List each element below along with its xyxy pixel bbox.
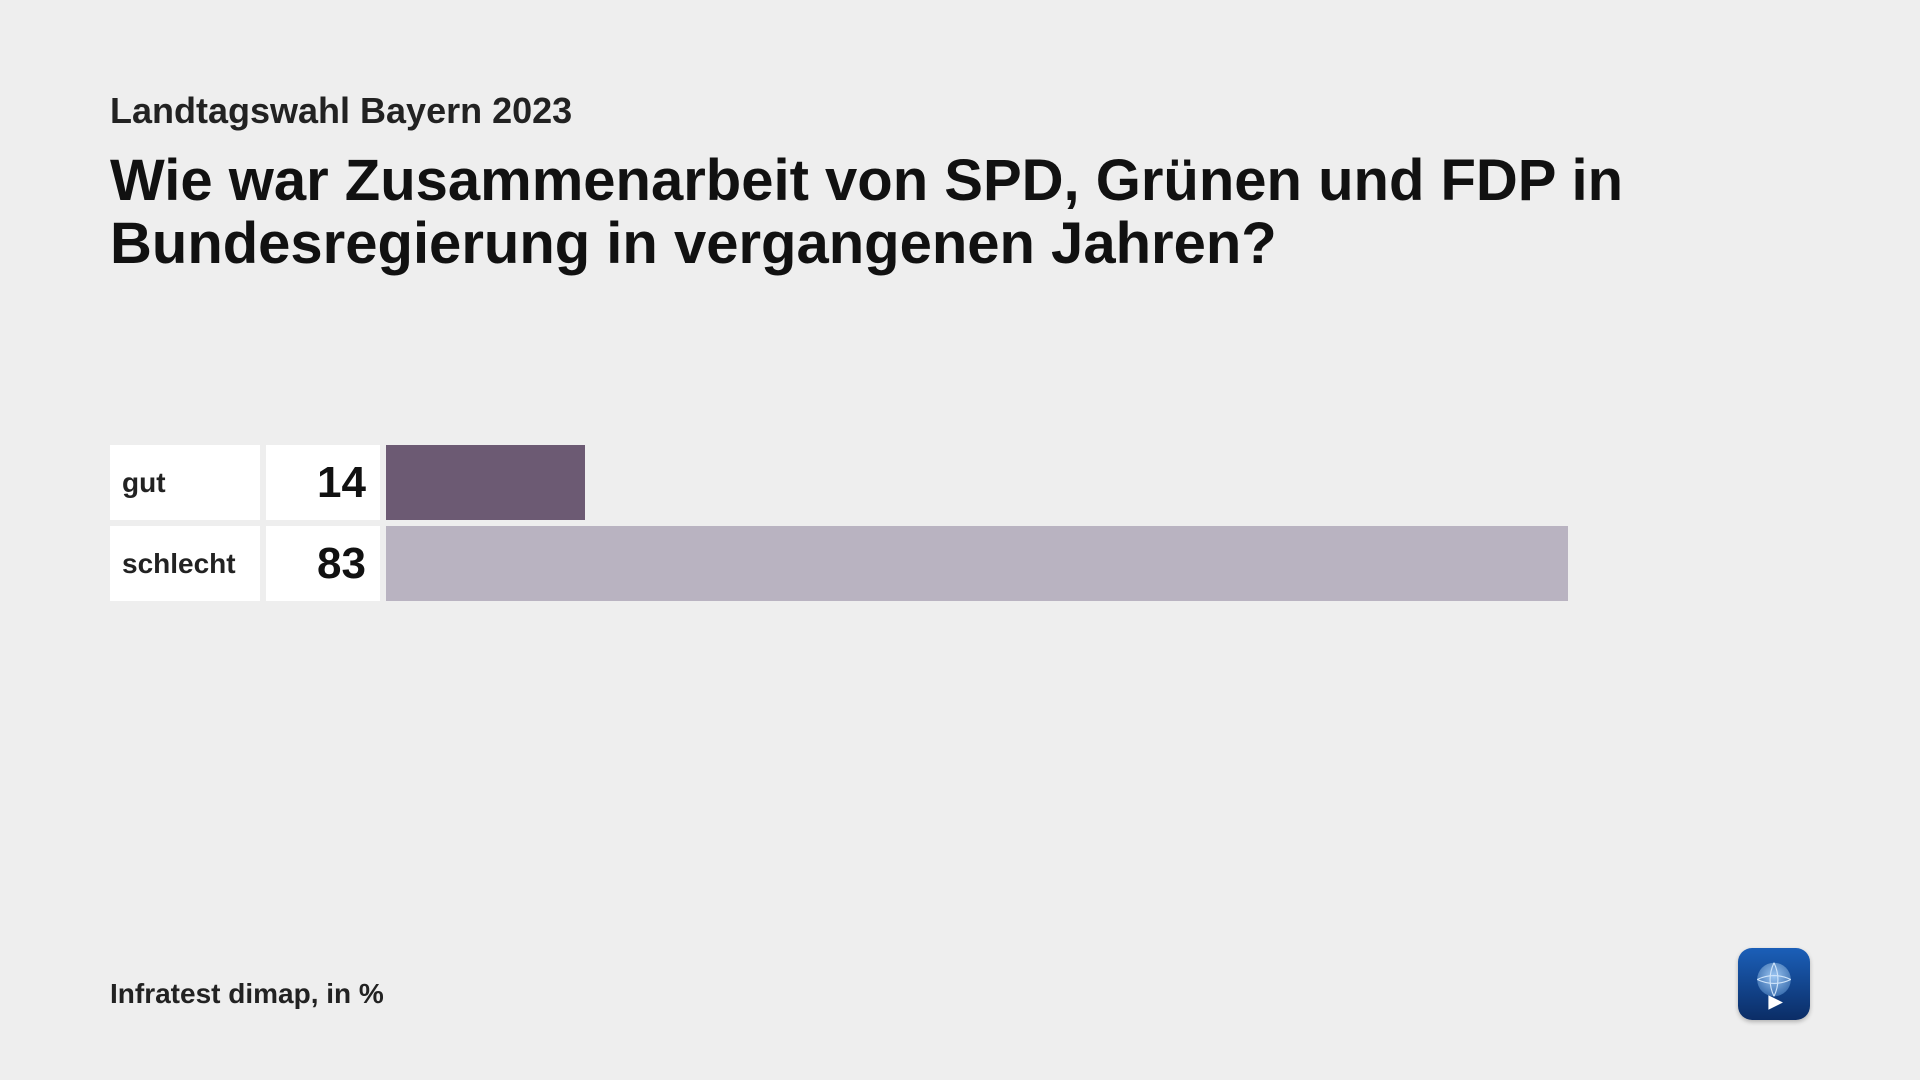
bar-fill <box>386 445 585 520</box>
bar-value: 83 <box>260 526 380 601</box>
bar-chart: gut14schlecht83 <box>110 445 1810 601</box>
bar-row: gut14 <box>110 445 1810 520</box>
bar-fill <box>386 526 1568 601</box>
chart-canvas: Landtagswahl Bayern 2023 Wie war Zusamme… <box>0 0 1920 1080</box>
bar-track <box>380 445 1810 520</box>
das-erste-logo-icon <box>1738 948 1810 1020</box>
bar-value: 14 <box>260 445 380 520</box>
bar-label: schlecht <box>110 526 260 601</box>
bar-label: gut <box>110 445 260 520</box>
chart-title: Wie war Zusammenarbeit von SPD, Grünen u… <box>110 150 1810 275</box>
bar-row: schlecht83 <box>110 526 1810 601</box>
bar-track <box>380 526 1810 601</box>
source-footer: Infratest dimap, in % <box>110 978 384 1010</box>
chart-subtitle: Landtagswahl Bayern 2023 <box>110 90 1810 132</box>
